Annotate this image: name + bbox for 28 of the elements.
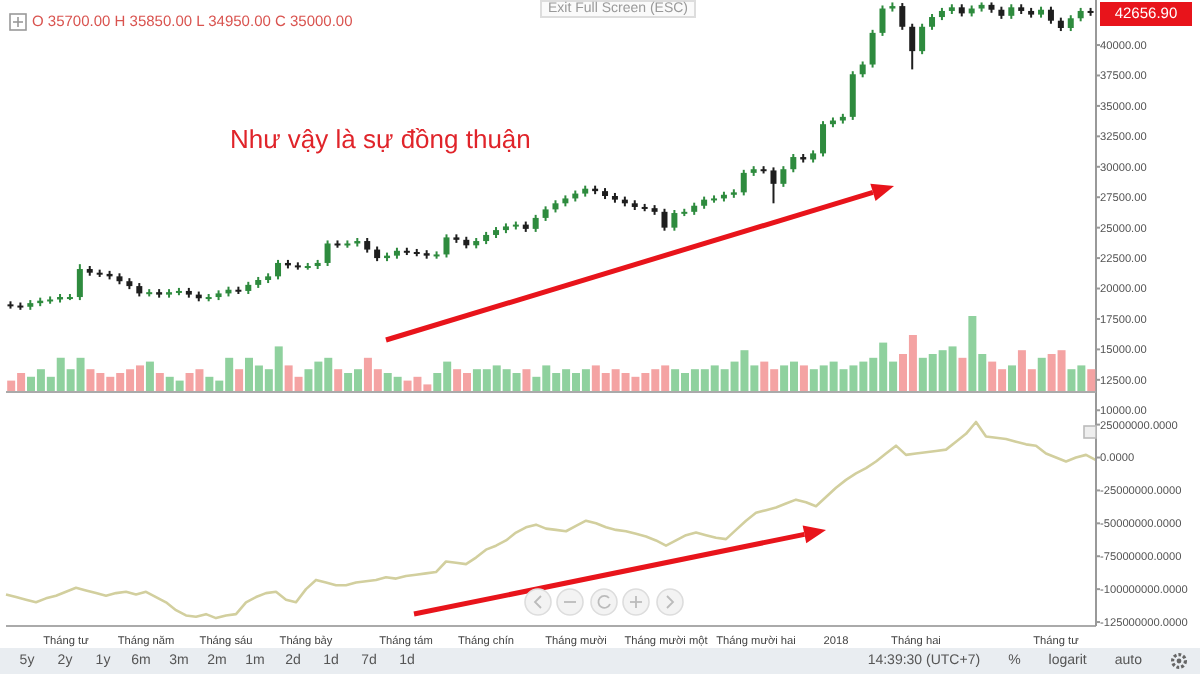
candlestick bbox=[671, 209, 678, 232]
bar bbox=[1087, 369, 1096, 392]
candlestick bbox=[740, 168, 747, 197]
candlestick bbox=[790, 153, 797, 174]
candlestick bbox=[820, 120, 827, 158]
candlestick bbox=[849, 70, 856, 121]
candlestick bbox=[899, 2, 906, 31]
candlestick bbox=[324, 239, 331, 267]
bar bbox=[1037, 357, 1046, 392]
candlestick bbox=[909, 22, 916, 71]
bar bbox=[1008, 365, 1017, 392]
bar bbox=[522, 369, 531, 392]
annotation: Như vậy là sự đồng thuận bbox=[230, 124, 531, 154]
candlestick bbox=[919, 22, 926, 56]
candlestick bbox=[661, 207, 668, 232]
candlestick bbox=[780, 165, 787, 188]
bar bbox=[799, 365, 808, 392]
bar bbox=[334, 369, 343, 392]
candlestick bbox=[869, 28, 876, 69]
bar bbox=[958, 357, 967, 392]
candlestick bbox=[76, 263, 83, 302]
line-series bbox=[4, 420, 1098, 620]
candlestick bbox=[443, 233, 450, 259]
candlestick bbox=[879, 4, 886, 37]
candlestick bbox=[275, 258, 282, 281]
bar bbox=[155, 373, 164, 392]
bar bbox=[145, 361, 154, 392]
bar bbox=[235, 369, 244, 392]
